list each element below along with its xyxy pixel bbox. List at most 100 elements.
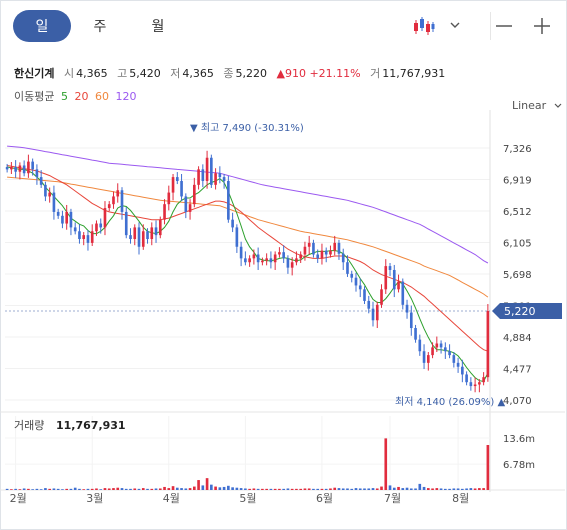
volume-value: 11,767,931 [382, 67, 446, 80]
volume-bar [375, 488, 379, 490]
volume-bar [218, 487, 222, 490]
volume-bar [363, 488, 366, 490]
volume-bar [388, 485, 392, 490]
plus-icon[interactable] [532, 14, 552, 38]
volume-bar [367, 488, 371, 490]
candle-body [363, 289, 366, 301]
volume-bar [482, 488, 485, 490]
volume-bar [141, 488, 145, 490]
price-tick-label: 6,105 [503, 239, 532, 250]
volume-bar [380, 486, 383, 490]
volume-bar [175, 487, 179, 490]
volume-bar [384, 438, 388, 490]
candle-body [10, 167, 13, 170]
candle-body [158, 219, 162, 236]
volume-bar [312, 488, 315, 490]
price-tick-label: 4,477 [503, 365, 532, 376]
ma20-legend: 20 [74, 90, 89, 103]
volume-bar [307, 488, 311, 490]
volume-bar [52, 488, 56, 490]
candle-body [167, 192, 171, 205]
minus-icon[interactable] [494, 14, 514, 38]
volume-bar [35, 488, 39, 490]
candle-body [388, 266, 392, 270]
candle-body [129, 235, 132, 240]
volume-bar [222, 486, 226, 490]
candle-body [486, 310, 490, 378]
volume-bar [120, 488, 124, 490]
candle-body [465, 374, 468, 383]
candle-body [141, 231, 145, 247]
candle-body [22, 165, 26, 174]
candlestick-icon[interactable] [412, 14, 436, 38]
volume-bar [320, 488, 324, 490]
low-annotation: 최저 4,140 (26.09%) ▲ [395, 396, 505, 408]
tab-weekly[interactable]: 주 [93, 19, 107, 35]
volume-bar [112, 488, 115, 490]
month-label: 5월 [239, 492, 256, 505]
candle-body [409, 312, 413, 329]
volume-bar [286, 488, 290, 490]
close-value: 5,220 [235, 67, 267, 80]
candle-body [18, 165, 22, 172]
candle-body [286, 258, 290, 268]
candle-body [120, 190, 124, 212]
month-label: 4월 [163, 492, 180, 505]
volume-bar [269, 488, 273, 490]
tab-daily[interactable]: 일 [13, 10, 71, 42]
volume-bar [116, 487, 120, 490]
volume-bar [435, 488, 439, 490]
volume-bar [27, 488, 30, 490]
volume-bar [439, 488, 443, 490]
volume-bar [73, 487, 77, 490]
volume-bar [205, 478, 209, 490]
candle-body [197, 169, 200, 185]
candle-body [31, 161, 34, 170]
high-value: 5,420 [129, 67, 161, 80]
candle-body [184, 196, 188, 212]
candle-body [384, 266, 388, 290]
volume-bar [39, 489, 43, 490]
candle-body [150, 227, 154, 240]
volume-bar [461, 488, 464, 490]
volume-bar [133, 488, 137, 490]
ma120-legend: 120 [115, 90, 137, 103]
tab-monthly[interactable]: 월 [151, 19, 165, 35]
volume-bar [214, 486, 217, 490]
volume-bar [261, 488, 264, 490]
volume-bar [184, 488, 188, 490]
candle-body [354, 277, 358, 286]
candle-body [333, 242, 337, 251]
candle-body [248, 258, 251, 263]
volume-bar [99, 489, 103, 490]
candle-body [235, 227, 239, 247]
chevron-down-icon[interactable] [448, 18, 462, 32]
low-label: 저 [170, 67, 181, 80]
candle-body [214, 173, 217, 185]
volume-bar [256, 488, 260, 490]
scale-label: Linear [512, 99, 547, 112]
candle-body [265, 258, 268, 261]
candle-body [56, 211, 60, 216]
price-tick-label: 6,512 [503, 207, 532, 218]
month-label: 3월 [86, 492, 103, 505]
candle-body [244, 258, 247, 263]
high-annotation: ▼ 최고 7,490 (-30.31%) [190, 122, 304, 134]
volume-bar [248, 488, 251, 490]
low-value: 4,365 [182, 67, 214, 80]
candle-body [61, 215, 64, 224]
current-price-label: 5,220 [504, 305, 536, 318]
volume-bar [418, 483, 422, 490]
volume-bar [150, 488, 154, 490]
candle-body [269, 258, 273, 263]
volume-bar [337, 488, 341, 490]
volume-bar [409, 488, 413, 490]
volume-bar [478, 488, 481, 490]
price-tick-label: 4,884 [503, 333, 532, 344]
candle-body [99, 223, 103, 228]
volume-bar [486, 444, 490, 490]
ma-label: 이동평균 [14, 90, 55, 103]
scale-selector[interactable]: Linear [512, 99, 563, 112]
volume-bar [414, 488, 417, 490]
